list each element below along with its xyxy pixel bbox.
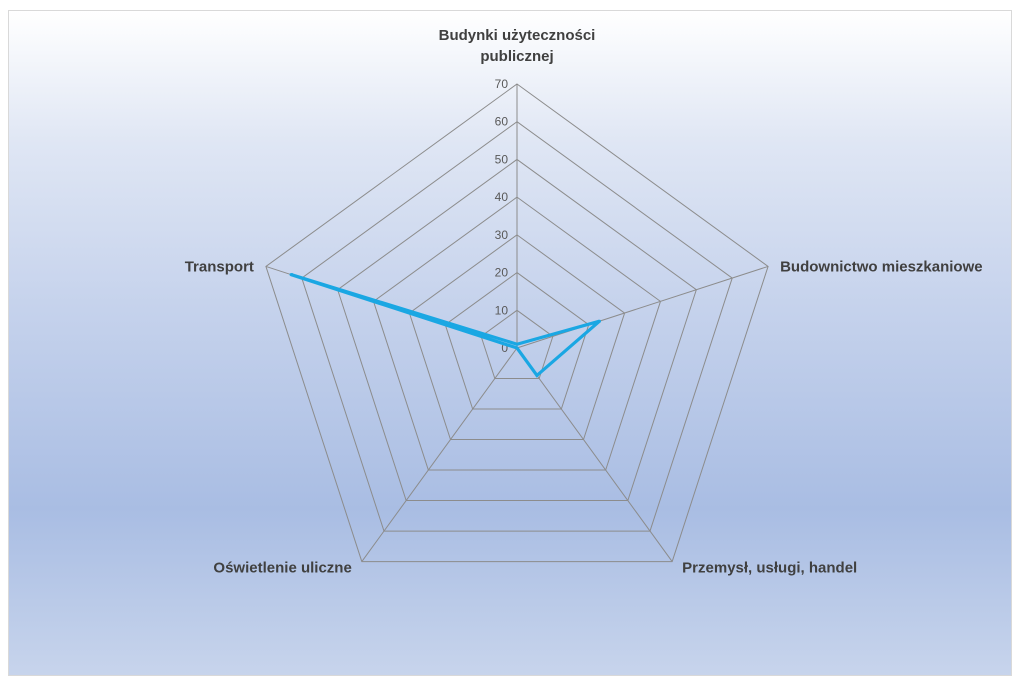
radial-tick-label: 0	[501, 341, 508, 355]
category-label: Przemysł, usługi, handel	[682, 560, 857, 577]
category-label: Transport	[185, 258, 254, 275]
radial-spoke	[516, 347, 673, 562]
radial-tick-label: 30	[495, 228, 509, 242]
category-label: Budynki użyteczności publicznej	[439, 27, 596, 65]
radial-spoke	[516, 265, 769, 349]
category-labels: Budynki użyteczności publicznej Budownictw…	[185, 27, 983, 577]
radial-tick-label: 20	[495, 266, 509, 280]
grid-ring-40	[372, 196, 662, 471]
radial-tick-label: 10	[495, 303, 509, 317]
radial-spoke	[361, 347, 518, 562]
grid-ring-10	[480, 309, 554, 380]
grid-ring-30	[408, 234, 626, 441]
radial-axis-ticks: 0 10 20 30 40 50 60 70	[495, 77, 509, 355]
radial-tick-label: 60	[495, 115, 509, 129]
category-label: Budownictwo mieszkaniowe	[780, 258, 983, 275]
grid-ring-20	[444, 271, 590, 410]
radar-grid	[265, 83, 769, 563]
radial-tick-label: 40	[495, 190, 509, 204]
radial-tick-label: 70	[495, 77, 509, 91]
data-point	[515, 342, 519, 346]
grid-ring-60	[301, 121, 733, 532]
data-point	[535, 373, 539, 377]
grid-ring-50	[337, 158, 697, 502]
grid-ring-70	[265, 83, 769, 563]
data-point	[597, 319, 601, 323]
series-layer	[289, 273, 601, 378]
series-line	[290, 273, 601, 378]
radial-tick-label: 50	[495, 152, 509, 166]
data-point	[515, 346, 519, 350]
data-point	[289, 273, 293, 277]
category-label: Oświetlenie uliczne	[213, 560, 351, 577]
